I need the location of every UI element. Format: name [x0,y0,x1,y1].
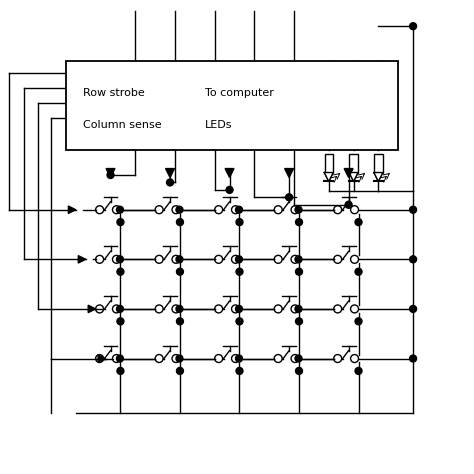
Polygon shape [88,305,96,313]
Circle shape [410,355,417,362]
Circle shape [166,179,173,186]
Circle shape [236,256,243,263]
Circle shape [176,355,183,362]
Text: Row strobe: Row strobe [83,88,145,98]
Polygon shape [324,173,333,182]
Circle shape [117,305,123,312]
Circle shape [345,201,352,208]
Circle shape [295,305,302,312]
Circle shape [355,268,362,275]
Circle shape [355,219,362,226]
Circle shape [176,256,183,263]
Polygon shape [344,169,353,177]
Bar [349,154,358,173]
Polygon shape [374,173,383,182]
Circle shape [236,355,243,362]
Bar [374,154,383,173]
Circle shape [236,367,243,374]
Circle shape [176,367,183,374]
Polygon shape [349,173,358,182]
Circle shape [236,219,243,226]
Circle shape [117,268,124,275]
Circle shape [295,367,302,374]
Text: LEDs: LEDs [205,120,232,130]
Circle shape [236,305,243,312]
Bar [325,154,333,173]
Circle shape [236,268,243,275]
Circle shape [410,23,417,30]
Circle shape [295,355,302,362]
Circle shape [176,219,183,226]
Circle shape [117,219,124,226]
Circle shape [410,305,417,312]
Polygon shape [106,169,115,177]
Circle shape [117,367,124,374]
Circle shape [176,206,183,213]
Circle shape [117,318,124,325]
Polygon shape [68,206,76,213]
Circle shape [176,305,183,312]
Circle shape [410,206,417,213]
Circle shape [295,256,302,263]
Circle shape [117,206,123,213]
Circle shape [295,268,302,275]
Circle shape [295,219,302,226]
Circle shape [295,318,302,325]
Circle shape [355,318,362,325]
Circle shape [176,318,183,325]
Polygon shape [165,169,174,177]
Circle shape [117,256,123,263]
Polygon shape [284,169,293,177]
Bar [66,61,398,150]
Circle shape [236,206,243,213]
Polygon shape [98,355,106,362]
Circle shape [226,186,233,193]
Polygon shape [78,255,86,263]
Circle shape [107,172,114,179]
Polygon shape [225,169,234,177]
Circle shape [236,318,243,325]
Circle shape [176,268,183,275]
Circle shape [355,367,362,374]
Circle shape [295,206,302,213]
Circle shape [117,355,123,362]
Circle shape [410,256,417,263]
Circle shape [286,194,292,201]
Text: Column sense: Column sense [83,120,162,130]
Text: To computer: To computer [205,88,273,98]
